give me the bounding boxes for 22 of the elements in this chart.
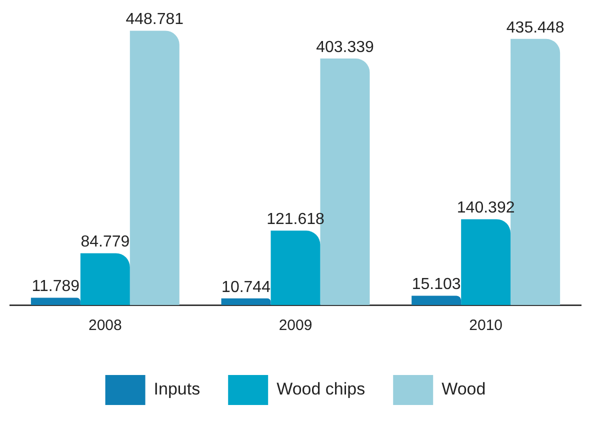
legend-label: Wood chips (276, 380, 366, 399)
legend-label: Wood (442, 380, 486, 399)
data-label: 10.744 (222, 278, 271, 296)
data-label: 121.618 (266, 211, 325, 228)
data-label: 11.789 (32, 278, 80, 296)
x-tick-label: 2008 (88, 317, 122, 334)
bar (30, 298, 80, 305)
data-label: 140.392 (456, 200, 515, 217)
bar (270, 230, 320, 305)
data-label: 403.339 (316, 38, 374, 56)
data-label: 84.779 (80, 234, 130, 251)
data-label: 15.103 (412, 276, 461, 294)
bar (130, 30, 180, 305)
data-label: 448.781 (126, 11, 184, 28)
bar (412, 296, 462, 305)
x-tick-label: 2009 (278, 317, 312, 334)
legend-label: Inputs (154, 380, 200, 399)
bar (80, 253, 130, 305)
data-label: 435.448 (506, 19, 564, 36)
x-tick-label: 2010 (469, 317, 503, 334)
bar (461, 219, 511, 305)
bar (221, 298, 271, 305)
